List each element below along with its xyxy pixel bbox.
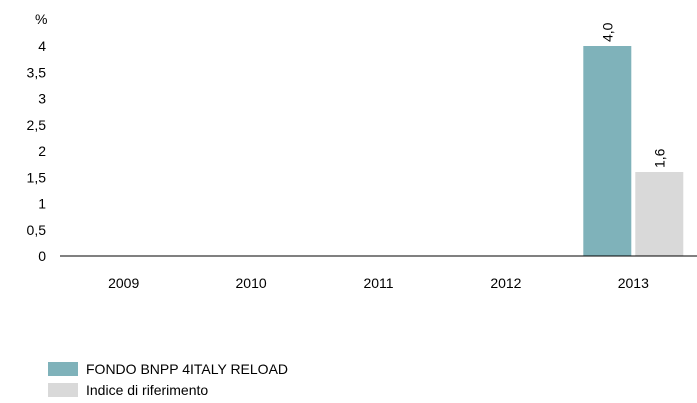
y-tick-label: 1,5 [27, 169, 47, 185]
bar-index-2013 [635, 172, 684, 256]
legend-swatch-index [48, 382, 78, 397]
y-tick-label: 4 [38, 38, 46, 54]
y-tick-label: 3 [38, 91, 46, 107]
data-label-fund-2013: 4,0 [599, 22, 615, 42]
legend-item-index: Indice di riferimento [48, 379, 288, 400]
y-tick-label: 0 [38, 248, 46, 264]
y-tick-label: 2 [38, 143, 46, 159]
y-axis-unit-label: % [35, 11, 47, 27]
x-tick-label: 2011 [363, 275, 393, 291]
data-label-index-2013: 1,6 [651, 148, 667, 168]
legend-item-fund: FONDO BNPP 4ITALY RELOAD [48, 358, 288, 379]
y-tick-label: 0,5 [27, 222, 47, 238]
x-tick-label: 2009 [108, 275, 139, 291]
legend-label-index: Indice di riferimento [86, 381, 209, 398]
x-axis-ticks: 2009 2010 2011 2012 2013 [108, 275, 649, 291]
x-tick-label: 2013 [618, 275, 649, 291]
legend: FONDO BNPP 4ITALY RELOAD Indice di rifer… [48, 358, 288, 400]
legend-label-fund: FONDO BNPP 4ITALY RELOAD [86, 360, 289, 377]
y-tick-label: 3,5 [27, 64, 47, 80]
y-axis-ticks: 0 0,5 1 1,5 2 2,5 3 3,5 4 [27, 38, 47, 264]
bars: 4,0 1,6 [583, 22, 684, 256]
x-tick-label: 2010 [236, 275, 267, 291]
legend-swatch-fund [48, 361, 78, 376]
bar-fund-2013 [583, 46, 632, 256]
y-tick-label: 1 [38, 196, 46, 212]
x-tick-label: 2012 [490, 275, 521, 291]
y-tick-label: 2,5 [27, 117, 47, 133]
